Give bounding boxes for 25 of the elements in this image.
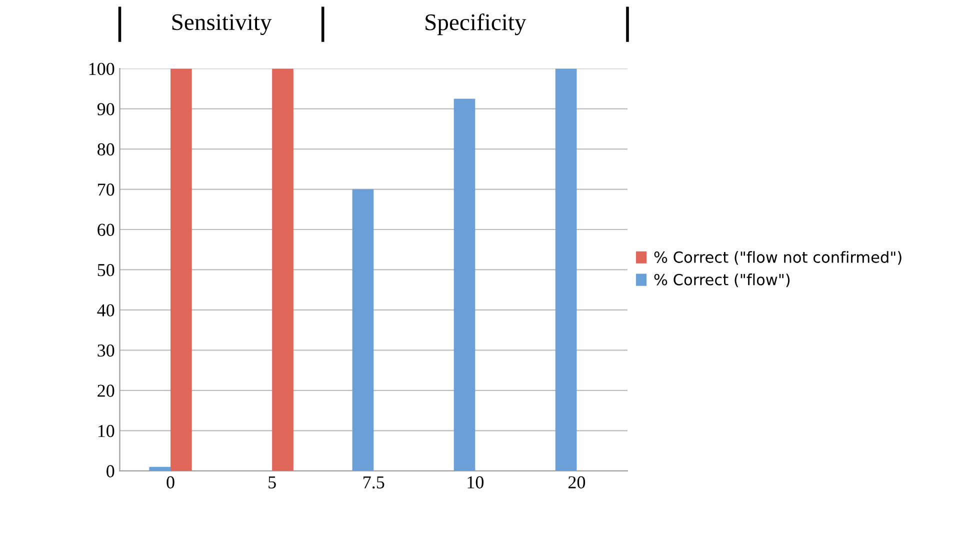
bar — [555, 68, 577, 471]
y-tick-label: 10 — [98, 424, 114, 438]
text: Specificity — [426, 13, 526, 36]
y-tick-label: 90 — [97, 103, 114, 116]
y-tick-label: 70 — [98, 184, 114, 196]
y-tick-label: 30 — [98, 344, 114, 357]
y-tick-label: 20 — [98, 384, 114, 397]
bar — [454, 98, 476, 471]
x-tick-label: 20 — [568, 476, 586, 488]
y-tick-label: 40 — [97, 304, 114, 316]
y-tick-label: 60 — [98, 224, 114, 236]
bar — [272, 68, 294, 471]
x-tick-label: 7.5 — [364, 476, 384, 489]
bar — [170, 68, 192, 471]
legend-label: % Correct ("flow") — [654, 274, 790, 288]
x-tick-label: 10 — [468, 476, 484, 488]
y-tick-label: 0 — [106, 465, 114, 478]
y-tick-label: 50 — [98, 264, 114, 276]
legend-label: % Correct ("flow not confirmed") — [654, 251, 902, 265]
bar — [352, 189, 374, 471]
x-tick-label: 5 — [268, 476, 276, 488]
y-tick-label: 80 — [98, 143, 114, 156]
y-tick-label: 100 — [89, 62, 114, 76]
x-tick-label: 0 — [166, 476, 174, 488]
text: Sensitivity — [172, 14, 272, 36]
